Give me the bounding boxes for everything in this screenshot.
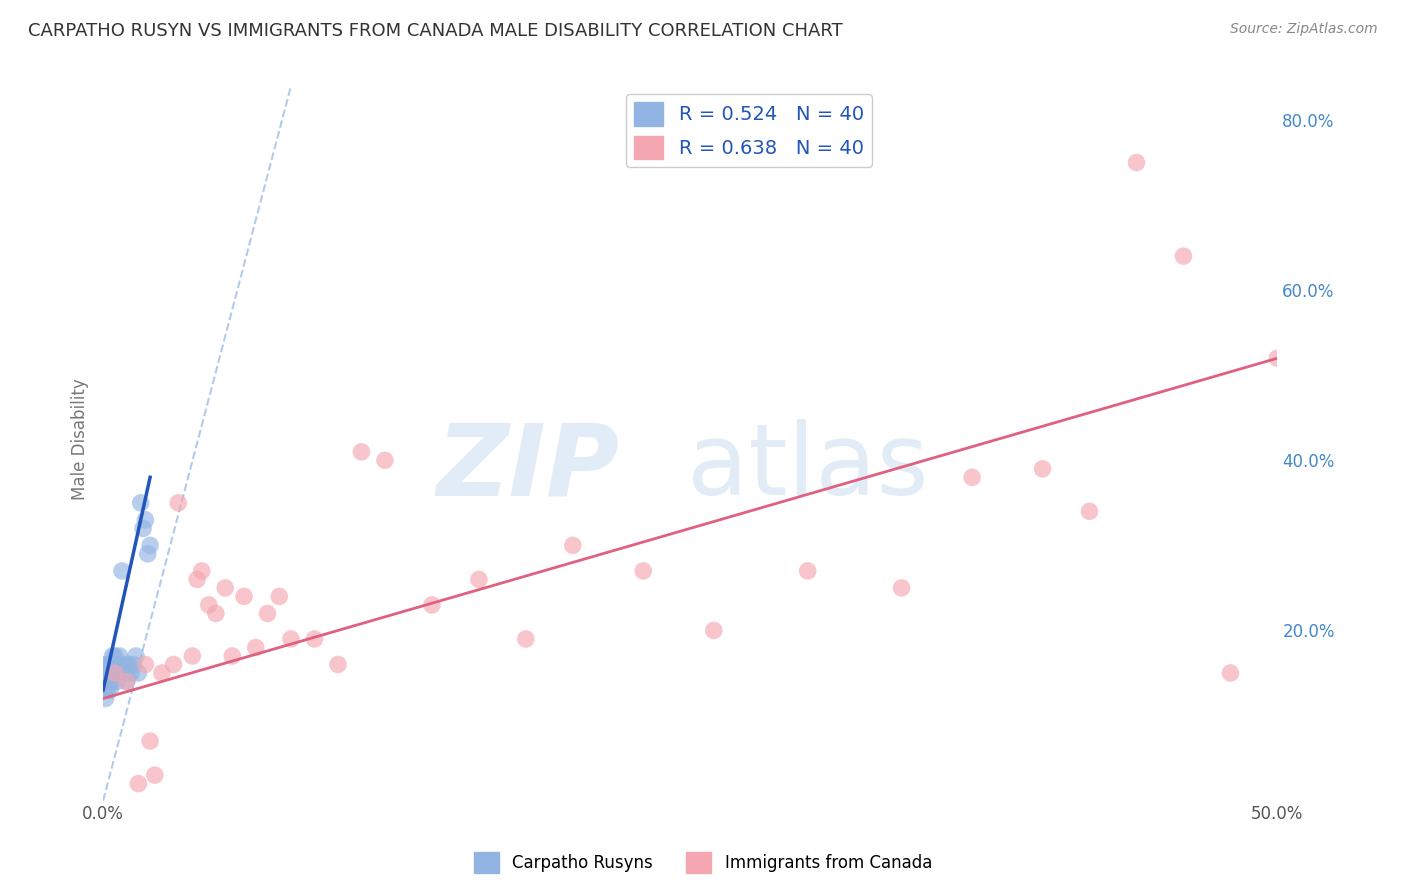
Point (1267, 351, 1289, 366)
Point (104, 665, 127, 680)
Point (104, 657, 127, 672)
Point (105, 665, 128, 680)
Point (101, 665, 124, 680)
Point (143, 768, 166, 782)
Point (97, 657, 120, 672)
Point (118, 657, 141, 672)
Point (132, 521, 155, 535)
Point (101, 648, 124, 663)
Point (1078, 504, 1101, 518)
Point (97, 665, 120, 680)
Point (245, 640, 267, 655)
Point (269, 590, 291, 604)
Point (890, 581, 912, 595)
Point (960, 470, 983, 484)
Point (97, 683, 120, 698)
Point (162, 657, 184, 672)
Point (181, 648, 204, 663)
Point (134, 513, 156, 527)
Point (112, 657, 135, 672)
Text: Source: ZipAtlas.com: Source: ZipAtlas.com (1230, 22, 1378, 37)
Point (1125, 155, 1147, 169)
Point (108, 657, 131, 672)
Point (136, 547, 159, 561)
Point (420, 598, 443, 612)
Point (150, 665, 173, 680)
Point (233, 590, 256, 604)
Point (167, 496, 190, 510)
Point (104, 648, 127, 663)
Point (97, 665, 120, 680)
Y-axis label: Male Disability: Male Disability (72, 378, 89, 500)
Point (115, 674, 138, 689)
Point (374, 453, 396, 467)
Point (98, 674, 121, 689)
Point (98, 665, 121, 680)
Point (703, 624, 725, 638)
Point (94, 683, 117, 698)
Text: ZIP: ZIP (437, 419, 620, 516)
Point (1219, 665, 1241, 680)
Point (97, 674, 120, 689)
Point (256, 607, 278, 621)
Point (326, 657, 349, 672)
Point (94, 665, 117, 680)
Legend: Carpatho Rusyns, Immigrants from Canada: Carpatho Rusyns, Immigrants from Canada (467, 846, 939, 880)
Point (129, 496, 152, 510)
Point (1031, 462, 1053, 476)
Point (98, 657, 121, 672)
Point (105, 674, 128, 689)
Point (101, 657, 124, 672)
Point (94, 674, 117, 689)
Point (280, 632, 302, 646)
Point (122, 657, 145, 672)
Point (186, 573, 208, 587)
Point (221, 648, 243, 663)
Point (191, 564, 214, 578)
Point (350, 444, 373, 458)
Point (101, 674, 124, 689)
Point (115, 665, 138, 680)
Point (115, 674, 138, 689)
Point (94, 691, 117, 706)
Point (111, 564, 134, 578)
Text: CARPATHO RUSYN VS IMMIGRANTS FROM CANADA MALE DISABILITY CORRELATION CHART: CARPATHO RUSYN VS IMMIGRANTS FROM CANADA… (28, 22, 842, 40)
Point (561, 538, 583, 552)
Point (94, 674, 117, 689)
Point (515, 632, 537, 646)
Point (214, 581, 236, 595)
Point (1173, 249, 1195, 263)
Point (633, 564, 655, 578)
Point (134, 657, 156, 672)
Text: atlas: atlas (688, 419, 928, 516)
Point (127, 665, 149, 680)
Point (139, 734, 162, 748)
Point (127, 776, 149, 790)
Point (198, 598, 221, 612)
Point (104, 665, 127, 680)
Point (94, 657, 117, 672)
Point (139, 538, 162, 552)
Legend: R = 0.524   N = 40, R = 0.638   N = 40: R = 0.524 N = 40, R = 0.638 N = 40 (626, 95, 872, 167)
Point (108, 648, 131, 663)
Point (796, 564, 818, 578)
Point (98, 683, 121, 698)
Point (468, 573, 491, 587)
Point (120, 665, 142, 680)
Point (205, 607, 228, 621)
Point (125, 648, 148, 663)
Point (304, 632, 326, 646)
